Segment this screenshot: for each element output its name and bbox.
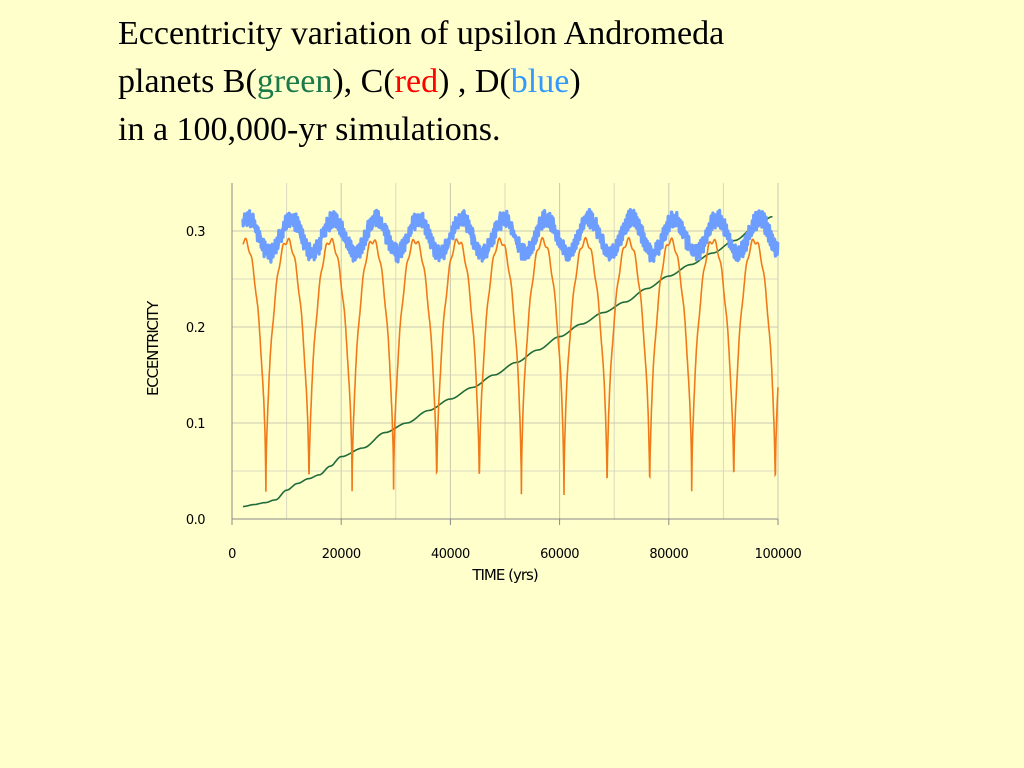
- title-word-green: green: [256, 63, 333, 100]
- title-line-1: Eccentricity variation of upsilon Androm…: [118, 15, 725, 52]
- y-axis-label: ECCENTRICITY: [144, 300, 162, 396]
- x-tick-label: 20000: [322, 547, 361, 562]
- y-tick-labels: 0.0 0.1 0.2 0.3: [186, 225, 206, 528]
- x-tick-label: 0: [228, 547, 236, 562]
- y-tick-label: 0.3: [186, 225, 205, 240]
- title-line-2-suffix: ): [569, 63, 581, 100]
- x-tick-label: 40000: [431, 547, 470, 562]
- title-line-2-mid-1: ), C(: [332, 63, 395, 100]
- series-line-planet-c: [242, 236, 779, 496]
- x-axis-label: TIME (yrs): [471, 566, 537, 584]
- y-tick-label: 0.0: [186, 513, 205, 528]
- series-lines: [241, 207, 780, 508]
- title-line-3: in a 100,000-yr simulations.: [118, 111, 501, 148]
- x-tick-label: 100000: [755, 547, 802, 562]
- series-line-planet-d: [241, 207, 780, 264]
- x-tick-labels: 0 20000 40000 60000 80000 100000: [228, 547, 802, 562]
- y-tick-label: 0.2: [186, 321, 205, 336]
- slide-title: Eccentricity variation of upsilon Androm…: [118, 10, 978, 154]
- series-line-planet-b: [242, 215, 773, 508]
- plot-frame: [231, 183, 778, 520]
- y-tick-label: 0.1: [186, 417, 205, 432]
- title-line-2-mid-2: ) , D(: [438, 63, 511, 100]
- x-tick-label: 60000: [540, 547, 579, 562]
- title-line-2-prefix: planets B(: [118, 63, 257, 100]
- x-tick-label: 80000: [649, 547, 688, 562]
- title-word-blue: blue: [510, 63, 570, 100]
- title-word-red: red: [394, 63, 439, 100]
